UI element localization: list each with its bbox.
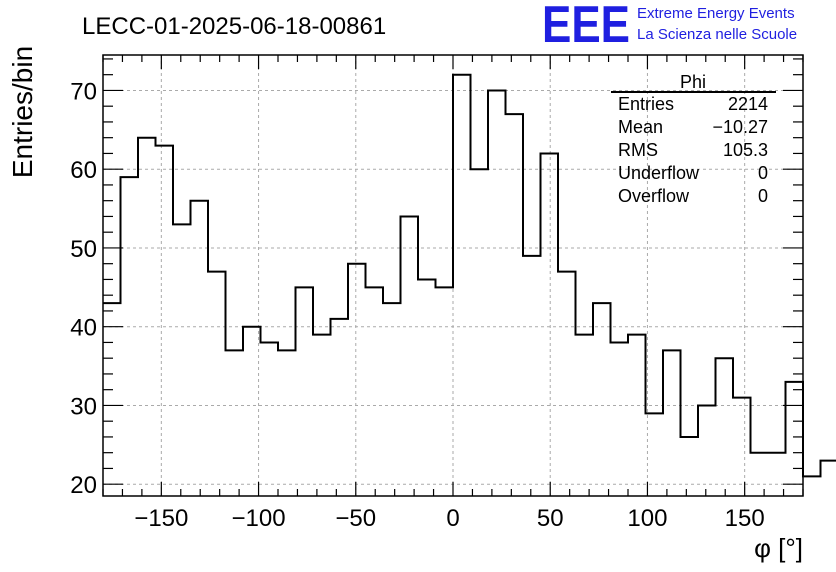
y-axis-label: Entries/bin	[7, 46, 38, 178]
stats-value-underflow: 0	[758, 163, 768, 183]
x-tick-label-150: 150	[725, 505, 765, 532]
ticks-layer	[102, 55, 804, 496]
eee-branding: EEE Extreme Energy Events La Scienza nel…	[542, 0, 797, 54]
x-axis-label: φ [°]	[754, 533, 803, 563]
stats-label-entries: Entries	[618, 94, 674, 114]
histogram-bin-22: 70	[488, 90, 506, 496]
plot-frame	[102, 54, 804, 497]
histogram-bin-30: 39	[628, 335, 646, 496]
histogram-bin-37: 24	[751, 453, 769, 496]
histogram-bin-29: 38	[611, 342, 629, 496]
x-tick-label--100: −100	[232, 505, 286, 532]
stats-label-underflow: Underflow	[618, 163, 700, 183]
histogram-bin-27: 39	[576, 335, 594, 496]
histogram-bin-17: 54	[401, 216, 419, 496]
x-tick-label-50: 50	[537, 505, 564, 532]
x-tick-label--50: −50	[335, 505, 376, 532]
histogram-bin-15: 45	[366, 287, 384, 496]
histogram-bin-9: 38	[261, 342, 279, 496]
chart-title: LECC-01-2025-06-18-00861	[82, 13, 386, 40]
histogram-bin-8: 40	[243, 327, 261, 496]
stats-title: Phi	[680, 72, 706, 92]
stats-box: Phi Entries 2214 Mean −10.27 RMS 105.3 U…	[611, 72, 776, 206]
histogram-bin-0: 43	[103, 303, 121, 496]
stats-value-entries: 2214	[728, 94, 768, 114]
histogram-bin-1: 59	[121, 177, 139, 496]
stats-label-rms: RMS	[618, 140, 658, 160]
histogram-bin-40: 21	[803, 476, 821, 496]
histogram-bin-10: 37	[278, 350, 296, 496]
histogram-bin-41: 23	[821, 461, 836, 496]
stats-value-rms: 105.3	[723, 140, 768, 160]
histogram-bin-25: 62	[541, 153, 559, 496]
y-tick-label-40: 40	[70, 315, 97, 342]
histogram-bin-6: 47	[208, 272, 226, 496]
histogram-bin-21: 60	[471, 169, 489, 496]
histogram-bin-35: 36	[716, 358, 734, 496]
histogram-bin-34: 30	[698, 405, 716, 496]
histogram-bin-36: 31	[733, 398, 751, 496]
histogram-bin-33: 26	[681, 437, 699, 496]
x-tick-label--150: −150	[134, 505, 188, 532]
histogram-bin-24: 49	[523, 256, 541, 496]
x-tick-label-100: 100	[627, 505, 667, 532]
histogram-bin-28: 43	[593, 303, 611, 496]
brand-line-2: La Scienza nelle Scuole	[637, 26, 797, 43]
histogram-bin-7: 37	[226, 350, 244, 496]
brand-line-1: Extreme Energy Events	[637, 5, 795, 22]
histogram-bin-38: 24	[768, 453, 786, 496]
histogram-bin-4: 53	[173, 224, 191, 496]
histogram-bin-13: 41	[331, 319, 349, 496]
stats-label-overflow: Overflow	[618, 186, 690, 206]
y-tick-label-70: 70	[70, 78, 97, 105]
y-tick-label-50: 50	[70, 236, 97, 263]
histogram-bin-11: 45	[296, 287, 314, 496]
histogram-outline	[103, 73, 836, 478]
histogram-bin-39: 33	[786, 382, 804, 496]
histogram-bin-18: 46	[418, 279, 436, 496]
y-tick-label-20: 20	[70, 472, 97, 499]
histogram-bin-32: 37	[663, 350, 681, 496]
histogram-bin-19: 45	[436, 287, 454, 496]
histogram-bin-31: 29	[646, 413, 664, 496]
stats-value-overflow: 0	[758, 186, 768, 206]
y-tick-label-30: 30	[70, 393, 97, 420]
histogram-bin-16: 43	[383, 303, 401, 496]
histogram-bin-23: 67	[506, 114, 524, 496]
x-tick-label-0: 0	[446, 505, 459, 532]
stats-label-mean: Mean	[618, 117, 663, 137]
histogram-bin-26: 47	[558, 272, 576, 496]
histogram-bin-3: 63	[156, 146, 174, 496]
histogram-bin-20: 72	[453, 75, 471, 496]
eee-logo: EEE	[542, 0, 630, 54]
y-tick-label-60: 60	[70, 157, 97, 184]
histogram-bin-14: 48	[348, 264, 366, 496]
histogram-bin-2: 64	[138, 138, 156, 496]
stats-value-mean: −10.27	[712, 117, 768, 137]
histogram-bin-5: 56	[191, 201, 209, 496]
histogram-bin-12: 39	[313, 335, 331, 496]
